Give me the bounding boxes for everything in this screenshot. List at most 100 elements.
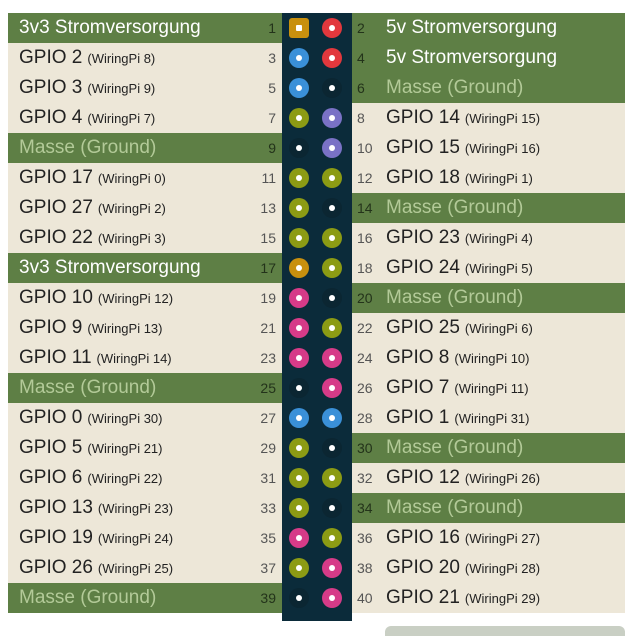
pin-number: 11 [261, 170, 276, 186]
pin-text: GPIO 1 (WiringPi 31) [386, 407, 529, 429]
right-pin-row: GPIO 20 (WiringPi 28) 38 [352, 553, 625, 583]
pin-number: 31 [260, 470, 276, 486]
wiringpi-label: (WiringPi 24) [97, 531, 174, 546]
pin-dot [322, 168, 342, 188]
pin-number: 24 [357, 350, 373, 366]
pin-number: 30 [357, 440, 373, 456]
pin-text: GPIO 22 (WiringPi 3) [19, 227, 166, 249]
wiringpi-label: (WiringPi 26) [464, 471, 541, 486]
pin-label: GPIO 10 [19, 287, 93, 308]
right-pin-row: GPIO 21 (WiringPi 29) 40 [352, 583, 625, 613]
left-pin-row: Masse (Ground) 39 [8, 583, 282, 613]
pin-text: GPIO 10 (WiringPi 12) [19, 287, 173, 309]
pin-label: 5v Stromversorgung [386, 47, 558, 68]
left-pin-row: 3v3 Stromversorgung 17 [8, 253, 282, 283]
pin-label: Masse (Ground) [19, 377, 157, 398]
pin-dot [322, 48, 342, 68]
pin-dot [289, 138, 309, 158]
pin-dot [289, 468, 309, 488]
pin-dot [322, 258, 342, 278]
pin-number: 22 [357, 320, 373, 336]
right-pin-row: Masse (Ground) 14 [352, 193, 625, 223]
left-pin-row: GPIO 10 (WiringPi 12) 19 [8, 283, 282, 313]
pin-label: GPIO 5 [19, 437, 83, 458]
pin-number: 29 [260, 440, 276, 456]
pin-dot [322, 318, 342, 338]
pin-number: 35 [260, 530, 276, 546]
pin-dot [322, 588, 342, 608]
pin-number: 15 [260, 230, 276, 246]
pin-dot [322, 498, 342, 518]
pin-dot [289, 258, 309, 278]
pin-dot [289, 528, 309, 548]
wiringpi-label: (WiringPi 6) [464, 321, 533, 336]
pin-label: GPIO 6 [19, 467, 83, 488]
right-pin-row: GPIO 1 (WiringPi 31) 28 [352, 403, 625, 433]
pin-label: GPIO 22 [19, 227, 93, 248]
pin-label: GPIO 24 [386, 257, 460, 278]
left-pin-row: GPIO 2 (WiringPi 8) 3 [8, 43, 282, 73]
pin-number: 13 [260, 200, 276, 216]
left-pin-row: GPIO 27 (WiringPi 2) 13 [8, 193, 282, 223]
wiringpi-label: (WiringPi 22) [87, 471, 163, 486]
wiringpi-label: (WiringPi 2) [97, 201, 166, 216]
wiringpi-label: (WiringPi 7) [87, 111, 156, 126]
pin-label: GPIO 21 [386, 587, 460, 608]
pin-dot [289, 288, 309, 308]
pin-label: GPIO 12 [386, 467, 460, 488]
left-pin-row: GPIO 9 (WiringPi 13) 21 [8, 313, 282, 343]
right-pin-row: GPIO 23 (WiringPi 4) 16 [352, 223, 625, 253]
pin-number: 17 [260, 260, 276, 276]
pin-number: 21 [260, 320, 276, 336]
right-pin-row: Masse (Ground) 6 [352, 73, 625, 103]
pin-text: GPIO 3 (WiringPi 9) [19, 77, 155, 99]
wiringpi-label: (WiringPi 14) [96, 351, 172, 366]
pin-number: 8 [357, 110, 365, 126]
pin-dot [322, 468, 342, 488]
wiringpi-label: (WiringPi 16) [464, 141, 541, 156]
pin-dot [322, 228, 342, 248]
pin-number: 38 [357, 560, 373, 576]
pin-text: GPIO 19 (WiringPi 24) [19, 527, 173, 549]
left-pin-row: GPIO 13 (WiringPi 23) 33 [8, 493, 282, 523]
pin-label: Masse (Ground) [386, 497, 524, 518]
pin-label: 3v3 Stromversorgung [19, 17, 201, 38]
pin-text: GPIO 15 (WiringPi 16) [386, 137, 540, 159]
pin-label: GPIO 27 [19, 197, 93, 218]
pin-text: GPIO 13 (WiringPi 23) [19, 497, 173, 519]
pin-text: GPIO 7 (WiringPi 11) [386, 377, 529, 399]
left-pin-row: GPIO 6 (WiringPi 22) 31 [8, 463, 282, 493]
pin-text: GPIO 20 (WiringPi 28) [386, 557, 540, 579]
pin-number: 3 [268, 50, 276, 66]
right-pin-row: GPIO 18 (WiringPi 1) 12 [352, 163, 625, 193]
pin-label: 5v Stromversorgung [386, 17, 558, 38]
pin-text: GPIO 8 (WiringPi 10) [386, 347, 529, 369]
pin-text: 5v Stromversorgung [386, 47, 557, 69]
pin-text: Masse (Ground) [386, 287, 523, 309]
right-pin-row: GPIO 25 (WiringPi 6) 22 [352, 313, 625, 343]
pin-number: 39 [260, 590, 276, 606]
pin-text: GPIO 17 (WiringPi 0) [19, 167, 166, 189]
pin-dot [322, 438, 342, 458]
pin-number: 28 [357, 410, 373, 426]
pin-text: GPIO 25 (WiringPi 6) [386, 317, 533, 339]
pin-text: GPIO 16 (WiringPi 27) [386, 527, 540, 549]
wiringpi-label: (WiringPi 12) [97, 291, 174, 306]
pin-dot [322, 528, 342, 548]
pin-label: GPIO 20 [386, 557, 460, 578]
pin-number: 18 [357, 260, 373, 276]
pin-number: 9 [268, 140, 276, 156]
pin-text: GPIO 18 (WiringPi 1) [386, 167, 533, 189]
left-pin-row: GPIO 0 (WiringPi 30) 27 [8, 403, 282, 433]
left-pin-row: GPIO 3 (WiringPi 9) 5 [8, 73, 282, 103]
wiringpi-label: (WiringPi 13) [87, 321, 163, 336]
pin-number: 34 [357, 500, 373, 516]
pin-dot [322, 198, 342, 218]
left-pin-row: GPIO 11 (WiringPi 14) 23 [8, 343, 282, 373]
pin-label: GPIO 2 [19, 47, 83, 68]
pin-label: Masse (Ground) [386, 287, 524, 308]
pin-text: GPIO 23 (WiringPi 4) [386, 227, 533, 249]
pin-label: GPIO 23 [386, 227, 460, 248]
pin-dot [289, 48, 309, 68]
